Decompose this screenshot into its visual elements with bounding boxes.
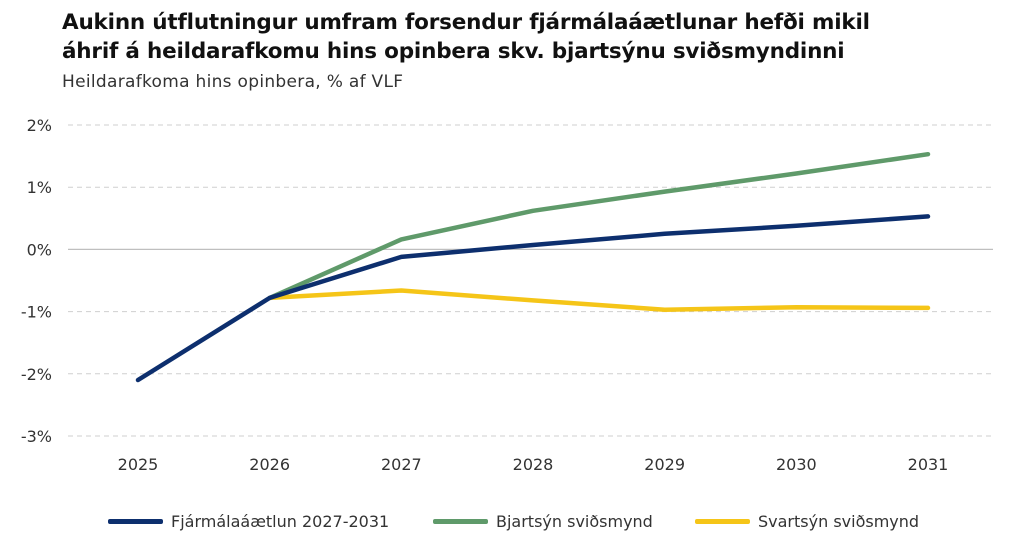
x-tick-label: 2028 — [513, 455, 554, 474]
legend-swatch-series-3 — [695, 518, 750, 524]
legend-label-series-1: Fjármálaáætlun 2027-2031 — [171, 511, 390, 531]
chart-title: Aukinn útflutningur umfram forsendur fjá… — [62, 8, 1002, 66]
x-tick-label: 2031 — [908, 455, 949, 474]
legend-item-series-3: Svartsýn sviðsmynd — [695, 506, 919, 536]
x-tick-label: 2025 — [118, 455, 159, 474]
y-tick-label: -2% — [21, 365, 52, 384]
legend-swatch-series-1 — [108, 518, 163, 524]
series-line-3 — [267, 288, 931, 312]
y-tick-label: -3% — [21, 427, 52, 446]
chart-subtitle: Heildarafkoma hins opinbera, % af VLF — [62, 72, 404, 92]
x-tick-label: 2029 — [644, 455, 685, 474]
series-line-2 — [267, 151, 931, 301]
x-tick-label: 2030 — [776, 455, 817, 474]
y-tick-label: -1% — [21, 303, 52, 322]
legend-swatch-series-2 — [433, 518, 488, 524]
y-tick-label: 2% — [27, 116, 52, 135]
chart-title-line-2: áhrif á heildarafkomu hins opinbera skv.… — [62, 39, 845, 64]
x-tick-label: 2026 — [249, 455, 290, 474]
chart-legend: Fjármálaáætlun 2027-2031 Bjartsýn sviðsm… — [0, 506, 1024, 536]
legend-label-series-3: Svartsýn sviðsmynd — [758, 511, 920, 531]
chart-title-line-1: Aukinn útflutningur umfram forsendur fjá… — [62, 10, 870, 35]
legend-label-series-2: Bjartsýn sviðsmynd — [496, 511, 653, 531]
series-line-1 — [135, 214, 931, 383]
x-tick-label: 2027 — [381, 455, 422, 474]
legend-item-series-2: Bjartsýn sviðsmynd — [433, 506, 653, 536]
y-tick-label: 1% — [27, 178, 52, 197]
y-tick-label: 0% — [27, 240, 52, 259]
legend-item-series-1: Fjármálaáætlun 2027-2031 — [108, 506, 389, 536]
